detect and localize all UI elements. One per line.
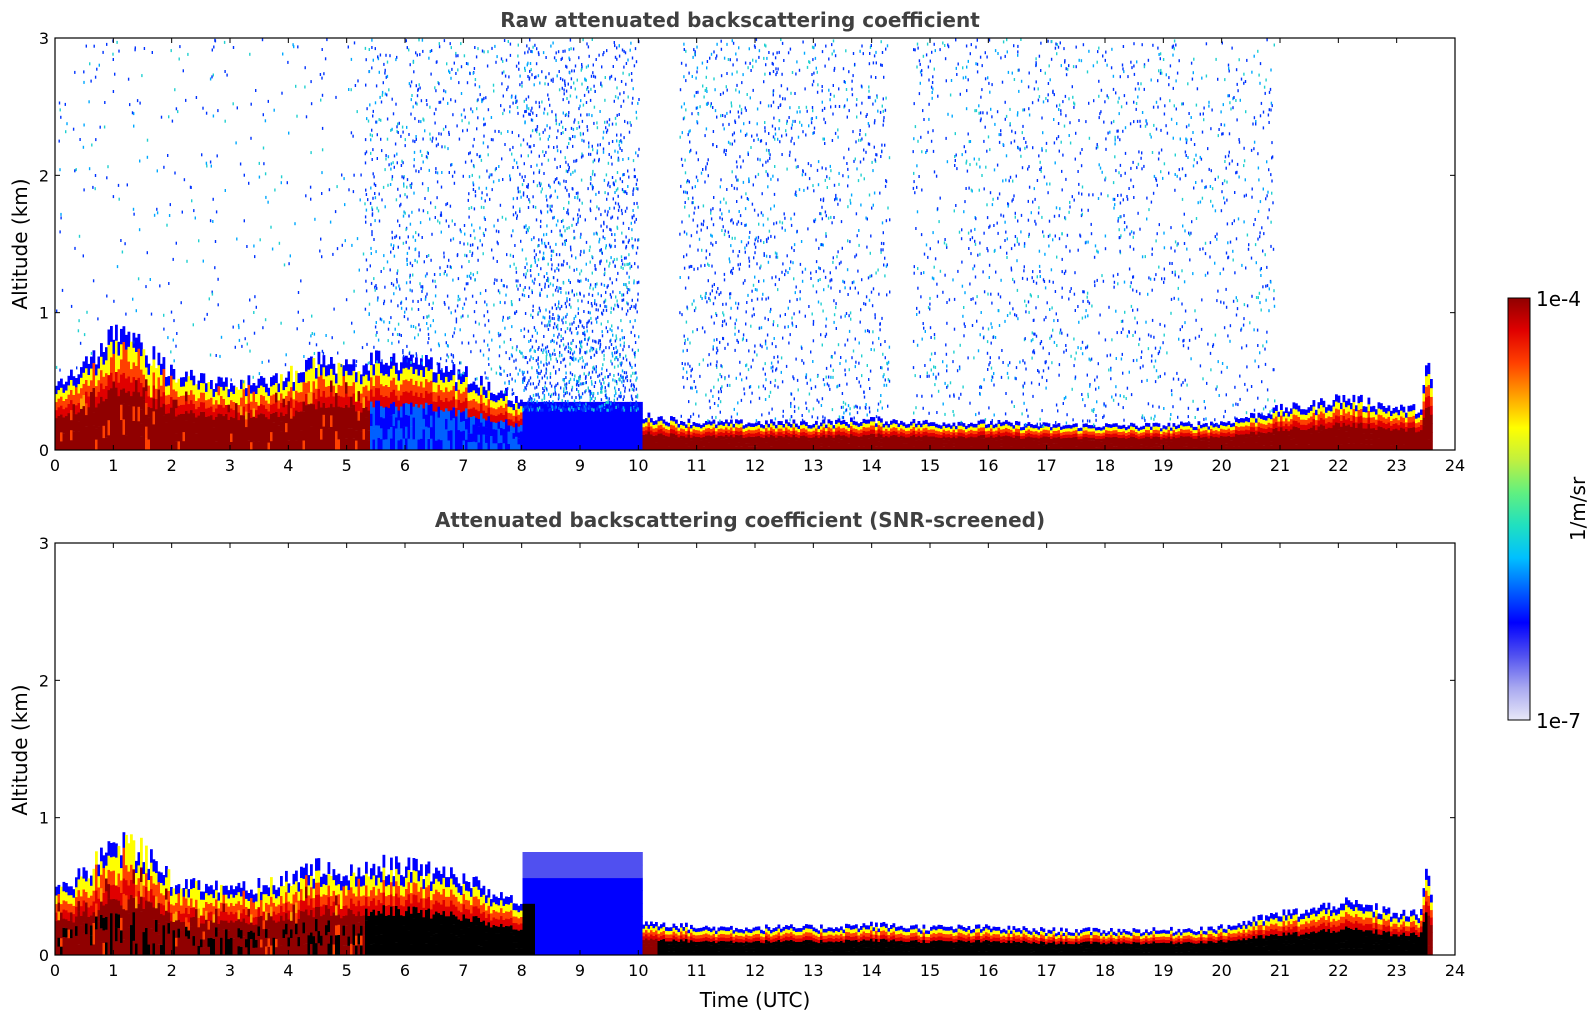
y-tick-label: 0 bbox=[39, 441, 49, 460]
y-tick-label: 3 bbox=[39, 29, 49, 48]
x-tick-label: 7 bbox=[458, 456, 468, 475]
x-tick-label: 4 bbox=[283, 456, 293, 475]
y-tick-label: 2 bbox=[39, 166, 49, 185]
x-tick-label: 10 bbox=[628, 456, 648, 475]
x-tick-label: 10 bbox=[628, 961, 648, 980]
panel-screened-xlabel: Time (UTC) bbox=[699, 988, 811, 1012]
colorbar-gradient bbox=[1508, 298, 1530, 720]
x-tick-label: 16 bbox=[978, 456, 998, 475]
x-tick-label: 4 bbox=[283, 961, 293, 980]
x-tick-label: 1 bbox=[108, 456, 118, 475]
x-tick-label: 5 bbox=[342, 961, 352, 980]
x-tick-label: 5 bbox=[342, 456, 352, 475]
x-tick-label: 1 bbox=[108, 961, 118, 980]
x-tick-label: 19 bbox=[1153, 961, 1173, 980]
x-tick-label: 24 bbox=[1445, 961, 1465, 980]
x-tick-label: 16 bbox=[978, 961, 998, 980]
x-tick-label: 18 bbox=[1095, 456, 1115, 475]
y-tick-label: 1 bbox=[39, 304, 49, 323]
x-tick-label: 3 bbox=[225, 456, 235, 475]
x-tick-label: 0 bbox=[50, 961, 60, 980]
panel-raw-ylabel: Altitude (km) bbox=[8, 178, 32, 309]
y-tick-label: 2 bbox=[39, 671, 49, 690]
x-tick-label: 6 bbox=[400, 456, 410, 475]
x-tick-label: 9 bbox=[575, 961, 585, 980]
x-tick-label: 6 bbox=[400, 961, 410, 980]
x-tick-label: 23 bbox=[1386, 961, 1406, 980]
x-tick-label: 21 bbox=[1270, 961, 1290, 980]
x-tick-label: 9 bbox=[575, 456, 585, 475]
x-tick-label: 13 bbox=[803, 456, 823, 475]
x-tick-label: 11 bbox=[686, 456, 706, 475]
x-tick-label: 14 bbox=[861, 961, 881, 980]
colorbar-unit-label: 1/m/sr bbox=[1566, 476, 1590, 541]
panel-raw-plot-area bbox=[55, 38, 1433, 450]
colorbar-max-label: 1e-4 bbox=[1536, 287, 1581, 311]
panel-raw-title: Raw attenuated backscattering coefficien… bbox=[500, 8, 980, 32]
colorbar-min-label: 1e-7 bbox=[1536, 709, 1581, 733]
x-tick-label: 23 bbox=[1386, 456, 1406, 475]
x-tick-label: 17 bbox=[1036, 456, 1056, 475]
x-tick-label: 20 bbox=[1211, 456, 1231, 475]
x-tick-label: 11 bbox=[686, 961, 706, 980]
x-tick-label: 2 bbox=[167, 961, 177, 980]
x-tick-label: 12 bbox=[745, 456, 765, 475]
panel-screened-ylabel: Altitude (km) bbox=[8, 684, 32, 815]
x-tick-label: 2 bbox=[167, 456, 177, 475]
panel-screened-plot-area bbox=[55, 832, 1433, 955]
x-tick-label: 24 bbox=[1445, 456, 1465, 475]
y-tick-label: 1 bbox=[39, 809, 49, 828]
panel-screened: Attenuated backscattering coefficient (S… bbox=[8, 508, 1465, 1012]
x-tick-label: 13 bbox=[803, 961, 823, 980]
x-tick-label: 18 bbox=[1095, 961, 1115, 980]
y-tick-label: 0 bbox=[39, 946, 49, 965]
x-tick-label: 3 bbox=[225, 961, 235, 980]
x-tick-label: 21 bbox=[1270, 456, 1290, 475]
panel-raw: Raw attenuated backscattering coefficien… bbox=[8, 8, 1465, 475]
x-tick-label: 0 bbox=[50, 456, 60, 475]
x-tick-label: 8 bbox=[517, 961, 527, 980]
colorbar: 1e-4 1e-7 1/m/sr bbox=[1508, 287, 1590, 733]
x-tick-label: 22 bbox=[1328, 456, 1348, 475]
x-tick-label: 19 bbox=[1153, 456, 1173, 475]
panel-screened-title: Attenuated backscattering coefficient (S… bbox=[435, 508, 1045, 532]
y-tick-label: 3 bbox=[39, 534, 49, 553]
x-tick-label: 7 bbox=[458, 961, 468, 980]
x-tick-label: 22 bbox=[1328, 961, 1348, 980]
x-tick-label: 14 bbox=[861, 456, 881, 475]
x-tick-label: 17 bbox=[1036, 961, 1056, 980]
x-tick-label: 15 bbox=[920, 961, 940, 980]
x-tick-label: 15 bbox=[920, 456, 940, 475]
x-tick-label: 12 bbox=[745, 961, 765, 980]
x-tick-label: 8 bbox=[517, 456, 527, 475]
x-tick-label: 20 bbox=[1211, 961, 1231, 980]
